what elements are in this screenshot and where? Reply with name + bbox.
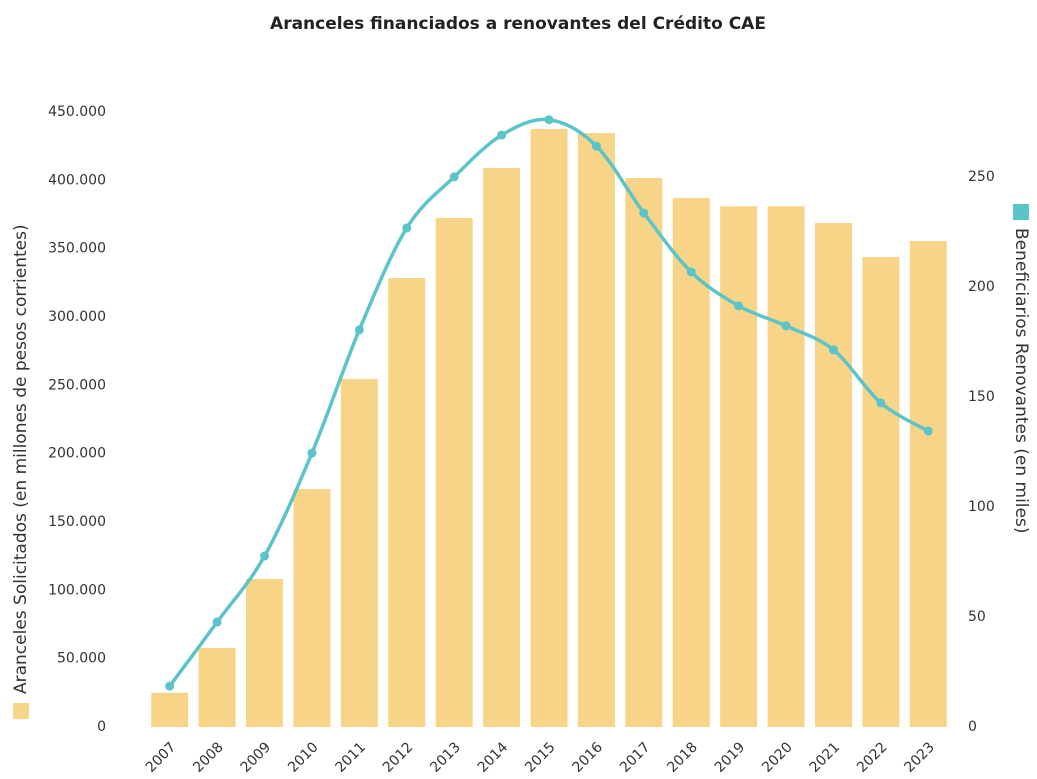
bar — [720, 206, 758, 728]
line-point — [449, 172, 459, 182]
line-point — [639, 208, 649, 218]
line-point — [307, 448, 317, 458]
x-tick-label: 2019 — [712, 739, 749, 775]
x-tick-label: 2011 — [332, 739, 369, 775]
bar — [530, 128, 568, 728]
x-tick-label: 2014 — [475, 739, 512, 775]
legend-swatch — [1013, 204, 1029, 220]
line-point — [781, 321, 791, 331]
x-tick-label: 2015 — [522, 739, 559, 775]
y2-tick-label: 50 — [968, 609, 986, 625]
x-tick-label: 2016 — [570, 739, 607, 775]
bar — [435, 218, 473, 727]
x-tick-label: 2009 — [238, 739, 275, 775]
line-point — [497, 130, 507, 140]
bar — [198, 648, 236, 727]
x-tick-label: 2010 — [285, 739, 322, 775]
bar — [672, 198, 710, 728]
x-tick-label: 2023 — [901, 739, 938, 775]
y2-tick-label: 250 — [968, 169, 995, 185]
legend-label: Aranceles Solicitados (en millones de pe… — [11, 224, 31, 694]
line-point — [734, 301, 744, 311]
chart-title: Aranceles financiados a renovantes del C… — [270, 14, 766, 34]
y-tick-label: 250.000 — [48, 377, 106, 393]
y2-tick-label: 0 — [968, 719, 977, 735]
line-point — [165, 681, 175, 691]
y2-tick-label: 200 — [968, 279, 995, 295]
x-tick-label: 2021 — [807, 739, 844, 775]
line-point — [828, 345, 838, 355]
x-tick-label: 2007 — [143, 739, 180, 775]
y-tick-label: 100.000 — [48, 582, 106, 598]
line-point — [354, 325, 364, 335]
line-point — [591, 141, 601, 151]
x-tick-label: 2018 — [664, 739, 701, 775]
x-tick-label: 2020 — [759, 739, 796, 775]
line-point — [260, 551, 270, 561]
line-point — [212, 617, 222, 627]
y-tick-label: 400.000 — [48, 172, 106, 188]
y2-tick-label: 150 — [968, 389, 995, 405]
bar — [246, 578, 284, 727]
bar — [814, 222, 852, 727]
y-tick-label: 0 — [97, 719, 106, 735]
y-tick-label: 150.000 — [48, 514, 106, 530]
y-tick-label: 50.000 — [57, 651, 106, 667]
bar — [767, 206, 805, 728]
line-point — [686, 267, 696, 277]
line-point — [544, 115, 554, 125]
y-tick-label: 450.000 — [48, 104, 106, 120]
line-point — [923, 426, 933, 436]
x-tick-label: 2022 — [854, 739, 891, 775]
legend-swatch — [13, 703, 29, 719]
x-tick-label: 2012 — [380, 739, 417, 775]
y-tick-label: 350.000 — [48, 241, 106, 257]
line-point — [402, 223, 412, 233]
y-tick-label: 300.000 — [48, 309, 106, 325]
bar — [151, 692, 189, 727]
x-tick-label: 2017 — [617, 739, 654, 775]
y-tick-label: 200.000 — [48, 446, 106, 462]
x-tick-label: 2008 — [190, 739, 227, 775]
bar — [483, 168, 521, 728]
bar — [293, 489, 331, 727]
line-point — [876, 398, 886, 408]
bar — [862, 257, 900, 727]
x-tick-label: 2013 — [427, 739, 464, 775]
bar — [625, 178, 663, 727]
bar — [577, 133, 615, 728]
bar — [909, 241, 947, 727]
y2-tick-label: 100 — [968, 499, 995, 515]
bar — [388, 278, 426, 727]
legend-label: Beneficiarios Renovantes (en miles) — [1011, 228, 1031, 533]
bar — [340, 379, 378, 727]
